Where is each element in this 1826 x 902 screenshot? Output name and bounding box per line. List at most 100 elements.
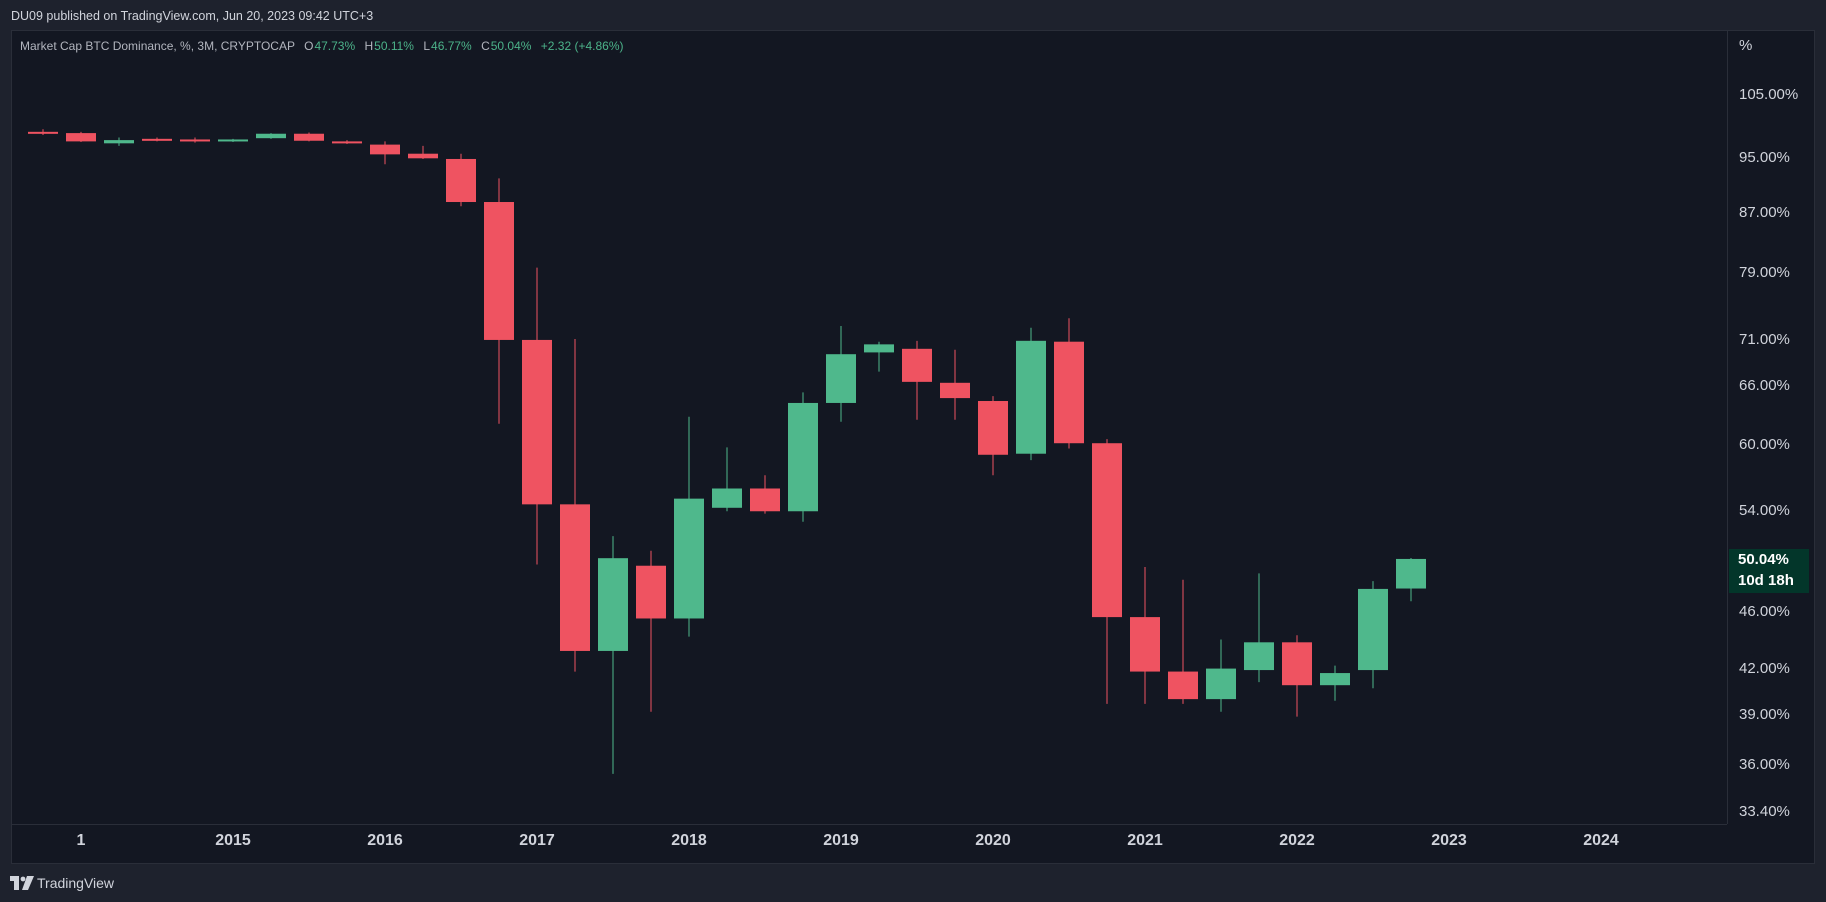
candle-body <box>484 202 514 340</box>
bar-countdown: 10d 18h <box>1738 572 1794 589</box>
candle-2016-10 <box>484 178 514 424</box>
candle-2022-01 <box>1282 635 1312 717</box>
tradingview-logo-icon[interactable] <box>10 876 34 890</box>
published-header: DU09 published on TradingView.com, Jun 2… <box>0 0 1826 30</box>
candle-2019-10 <box>940 349 970 420</box>
price-tick-label: 105.00% <box>1739 86 1799 103</box>
chart-plot-area[interactable] <box>11 30 1727 824</box>
candle-body <box>1396 558 1426 589</box>
candle-body <box>864 344 894 353</box>
candle-body <box>1282 642 1312 686</box>
time-tick-label: 2016 <box>367 832 403 849</box>
time-tick-label: 2021 <box>1127 832 1163 849</box>
time-tick-label: 2017 <box>519 832 555 849</box>
candle-body <box>674 498 704 619</box>
candle-body <box>1092 443 1122 618</box>
candle-body <box>28 131 58 134</box>
candle-2018-10 <box>788 392 818 522</box>
candle-2021-07 <box>1206 639 1236 712</box>
candle-body <box>1320 673 1350 686</box>
candle-2014-01 <box>66 131 96 143</box>
candle-body <box>712 488 742 508</box>
price-tick-label: 60.00% <box>1739 436 1790 454</box>
candle-body <box>788 402 818 512</box>
legend-high: H50.11% <box>364 39 414 53</box>
time-tick-label: 1 <box>76 832 86 849</box>
candle-body <box>560 504 590 651</box>
candle-2019-04 <box>864 341 894 372</box>
price-tick-label: 54.00% <box>1739 502 1790 520</box>
candle-2015-01 <box>218 138 248 143</box>
candle-2016-07 <box>446 153 476 207</box>
candle-2020-07 <box>1054 318 1084 449</box>
time-axis[interactable] <box>11 824 1727 864</box>
candle-body <box>1130 617 1160 672</box>
candle-2015-10 <box>332 140 362 144</box>
legend-low: L46.77% <box>423 39 472 53</box>
time-tick-label: 2024 <box>1583 832 1619 849</box>
price-tick-label: 36.00% <box>1739 756 1790 774</box>
tradingview-brand[interactable]: TradingView <box>37 875 115 891</box>
candle-2019-07 <box>902 340 932 420</box>
candle-body <box>180 139 210 142</box>
candle-2017-01 <box>522 267 552 565</box>
candle-body <box>826 354 856 403</box>
legend-open: O47.73% <box>304 39 356 53</box>
legend-change: +2.32 (+4.86%) <box>540 39 624 53</box>
candle-2020-01 <box>978 396 1008 476</box>
price-tick-label: 46.00% <box>1739 602 1790 620</box>
price-tick-label: 71.00% <box>1739 330 1790 348</box>
price-axis-unit: % <box>1739 37 1753 54</box>
price-tick-label: 39.00% <box>1739 705 1790 723</box>
candle-body <box>104 140 134 144</box>
candle-2018-04 <box>712 447 742 512</box>
candle-2021-04 <box>1168 579 1198 704</box>
candle-2018-01 <box>674 416 704 637</box>
candle-body <box>294 133 324 141</box>
candle-2014-10 <box>180 137 210 143</box>
candle-body <box>370 144 400 155</box>
candle-body <box>1016 340 1046 454</box>
candle-2018-07 <box>750 475 780 514</box>
price-tick-label: 79.00% <box>1739 264 1790 282</box>
candle-body <box>446 158 476 203</box>
candle-2017-07 <box>598 536 628 774</box>
candle-2017-10 <box>636 550 666 712</box>
candle-2022-04 <box>1320 665 1350 701</box>
published-text: DU09 published on TradingView.com, Jun 2… <box>11 9 374 23</box>
candle-2013-10 <box>28 129 58 136</box>
candle-2015-07 <box>294 132 324 142</box>
time-tick-label: 2018 <box>671 832 707 849</box>
candle-body <box>1206 668 1236 700</box>
candle-body <box>218 139 248 142</box>
candle-body <box>1244 642 1274 671</box>
chart-frame <box>11 30 1815 864</box>
price-tick-label: 42.00% <box>1739 659 1790 677</box>
candle-body <box>332 141 362 144</box>
last-price-value: 50.04% <box>1738 551 1789 568</box>
candle-body <box>902 348 932 382</box>
candle-body <box>636 565 666 619</box>
price-axis[interactable] <box>1727 30 1815 824</box>
candle-body <box>408 153 438 159</box>
legend-close: C50.04% <box>481 39 532 53</box>
candle-body <box>66 133 96 142</box>
candle-body <box>1358 588 1388 671</box>
candle-body <box>598 558 628 651</box>
candle-body <box>1168 671 1198 700</box>
candle-body <box>750 488 780 512</box>
price-tick-label: 95.00% <box>1739 148 1790 166</box>
candle-body <box>142 138 172 141</box>
candle-body <box>978 401 1008 455</box>
price-tick-label: 66.00% <box>1739 376 1790 394</box>
footer-bar: TradingView <box>0 864 1826 902</box>
time-tick-label: 2022 <box>1279 832 1315 849</box>
time-tick-label: 2023 <box>1431 832 1467 849</box>
price-tick-label: 33.40% <box>1739 803 1790 820</box>
price-tick-label: 87.00% <box>1739 203 1790 221</box>
legend-symbol: Market Cap BTC Dominance, %, 3M, CRYPTOC… <box>20 39 295 53</box>
candle-2014-07 <box>142 137 172 142</box>
candle-body <box>522 339 552 505</box>
candle-2019-01 <box>826 325 856 422</box>
candle-2016-04 <box>408 145 438 159</box>
